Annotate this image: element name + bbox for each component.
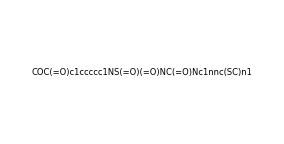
Text: COC(=O)c1ccccc1NS(=O)(=O)NC(=O)Nc1nnc(SC)n1: COC(=O)c1ccccc1NS(=O)(=O)NC(=O)Nc1nnc(SC…: [32, 68, 252, 76]
